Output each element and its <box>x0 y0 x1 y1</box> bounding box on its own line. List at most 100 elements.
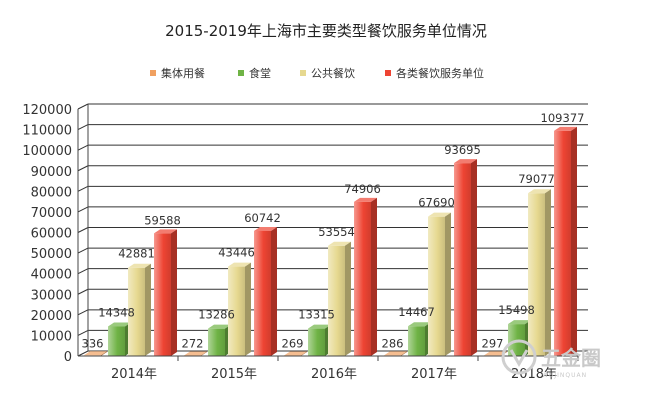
bar-front <box>208 328 225 356</box>
bar-side <box>201 351 207 356</box>
data-label: 286 <box>382 336 404 350</box>
bar-2-2 <box>208 324 231 356</box>
bar-front <box>128 267 145 356</box>
bar-front <box>308 328 325 356</box>
grid-diagonal <box>77 227 89 233</box>
bar-top <box>354 197 377 202</box>
bar-top <box>308 324 331 329</box>
bar-top <box>284 351 307 356</box>
data-label: 13286 <box>198 308 235 322</box>
bar-front <box>428 216 445 356</box>
bar-side <box>245 262 251 356</box>
bar-top <box>184 351 207 356</box>
bar-4-5 <box>554 126 577 356</box>
grid-diagonal <box>77 247 89 254</box>
data-labels: 336 14348 42881 59588 272 13286 43446 60742 269 1… <box>82 111 585 351</box>
bar-4-4 <box>454 159 477 356</box>
data-label: 60742 <box>244 211 281 225</box>
bar-front <box>228 266 245 356</box>
legend-label-4: 各类餐饮服务单位 <box>396 66 484 80</box>
bar-side <box>345 241 351 356</box>
watermark-subtext: WUJINQUAN <box>542 372 587 379</box>
bar-top <box>228 262 251 267</box>
data-label: 272 <box>182 336 204 350</box>
bar-side <box>545 189 551 356</box>
watermark-logo: 五金圈 WUJINQUAN <box>501 339 601 379</box>
y-tick-label: 10000 <box>31 329 72 344</box>
bar-top <box>554 126 577 131</box>
bar-top <box>428 212 451 217</box>
y-tick-label: 120000 <box>22 103 72 118</box>
data-label: 67690 <box>418 196 455 210</box>
y-tick-label: 20000 <box>31 309 72 324</box>
data-label: 59588 <box>144 213 181 227</box>
data-label: 297 <box>482 336 504 350</box>
y-tick-label: 50000 <box>31 247 72 262</box>
bar-3-4 <box>428 212 451 356</box>
bar-side <box>401 351 407 356</box>
bar-4-3 <box>354 197 377 356</box>
bar-top <box>328 241 351 246</box>
data-label: 14467 <box>398 305 435 319</box>
bar-front <box>408 326 425 356</box>
bar-top <box>128 263 151 268</box>
y-axis: 0 10000 20000 30000 40000 50000 60000 70000 8000… <box>22 103 89 365</box>
grid-diagonal <box>77 350 89 357</box>
bar-3-2 <box>228 262 251 356</box>
bar-top <box>108 322 131 327</box>
y-tick-label: 0 <box>64 350 72 365</box>
bar-side <box>145 263 151 356</box>
x-tick-label: 2017年 <box>411 367 457 382</box>
data-label: 14348 <box>98 305 135 319</box>
legend-label-1: 集体用餐 <box>161 66 205 80</box>
data-label: 336 <box>82 336 104 350</box>
bar-front <box>554 130 571 356</box>
bar-top <box>154 229 177 234</box>
bar-top <box>508 320 531 325</box>
grid-diagonal <box>77 103 89 110</box>
chart-title: 2015-2019年上海市主要类型餐饮服务单位情况 <box>165 22 487 40</box>
data-label: 15498 <box>498 303 535 317</box>
y-tick-label: 80000 <box>31 185 72 200</box>
y-tick-label: 40000 <box>31 268 72 283</box>
grid-diagonal <box>77 288 89 295</box>
legend-label-2: 食堂 <box>249 66 271 80</box>
watermark-text: 五金圈 <box>541 346 601 370</box>
bar-side <box>571 126 577 356</box>
grid-diagonal <box>77 165 89 172</box>
x-tick-label: 2018年 <box>511 367 557 382</box>
x-tick-label: 2014年 <box>111 367 157 382</box>
bar-top <box>484 351 507 356</box>
data-label: 79077 <box>518 172 555 186</box>
bar-front <box>254 230 271 356</box>
legend-swatch-1 <box>150 70 156 76</box>
bar-1-1 <box>84 351 107 356</box>
grid-diagonal <box>77 268 89 275</box>
bar-top <box>208 324 231 329</box>
bar-side <box>445 212 451 356</box>
grid-diagonal <box>77 329 89 336</box>
bar-side <box>101 351 107 356</box>
legend-label-3: 公共餐饮 <box>311 66 355 80</box>
bars-group <box>84 126 577 357</box>
legend-swatch-4 <box>385 70 391 76</box>
data-label: 74906 <box>344 182 381 196</box>
bar-4-1 <box>154 229 177 356</box>
bar-side <box>171 229 177 356</box>
bar-2-4 <box>408 322 431 356</box>
bar-1-2 <box>184 351 207 357</box>
data-label: 109377 <box>541 111 585 125</box>
y-tick-label: 100000 <box>22 144 72 159</box>
bar-top <box>528 189 551 194</box>
bar-side <box>301 351 307 356</box>
data-label: 43446 <box>218 246 255 260</box>
watermark-icon <box>501 339 537 375</box>
legend-swatch-2 <box>238 70 244 76</box>
y-tick-label: 110000 <box>22 124 72 139</box>
bar-3-5 <box>528 189 551 356</box>
grid-diagonal <box>77 185 89 192</box>
bar-top <box>254 226 277 231</box>
data-label: 53554 <box>318 225 355 239</box>
bar-2-1 <box>108 322 131 356</box>
